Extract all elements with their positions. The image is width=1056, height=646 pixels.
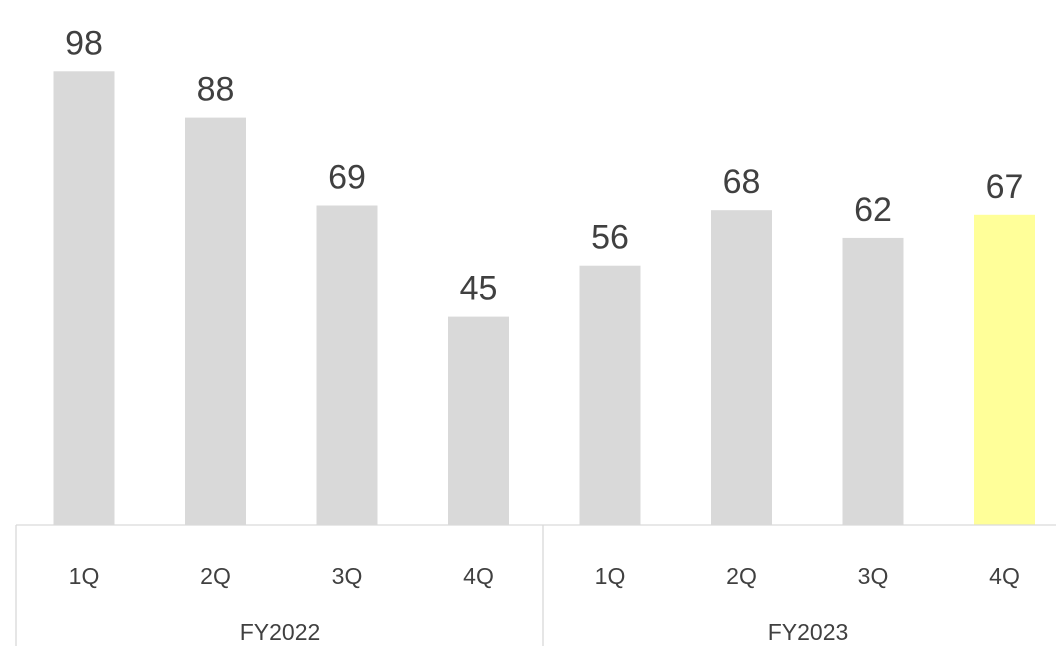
value-label-5: 68 [723, 163, 761, 201]
value-label-3: 45 [460, 270, 498, 308]
bar-5 [711, 210, 772, 525]
bars-layer [53, 71, 1035, 526]
category-label-6: 3Q [858, 563, 889, 589]
category-label-2: 3Q [332, 563, 363, 589]
value-label-1: 88 [197, 71, 235, 109]
category-label-3: 4Q [463, 563, 494, 589]
bar-1 [185, 117, 246, 525]
bar-6 [842, 237, 904, 525]
bar-0 [53, 71, 115, 526]
bar-4 [579, 265, 641, 525]
category-axis [15, 524, 1056, 646]
category-label-0: 1Q [69, 563, 100, 589]
value-label-6: 62 [854, 191, 892, 229]
group-label-fy2023: FY2023 [768, 619, 849, 645]
category-label-5: 2Q [726, 563, 757, 589]
category-label-1: 2Q [200, 563, 231, 589]
value-label-0: 98 [65, 24, 103, 62]
bar-7 [974, 214, 1035, 526]
value-labels-layer: 98 88 69 45 56 68 62 67 [65, 24, 1023, 307]
value-label-2: 69 [328, 159, 366, 197]
category-labels: 1Q 2Q 3Q 4Q 1Q 2Q 3Q 4Q [69, 563, 1020, 589]
category-label-4: 1Q [595, 563, 626, 589]
category-label-7: 4Q [989, 563, 1020, 589]
group-labels: FY2022 FY2023 [240, 619, 849, 645]
bar-2 [316, 205, 378, 525]
value-label-4: 56 [591, 219, 629, 257]
value-label-7: 67 [986, 168, 1024, 206]
group-label-fy2022: FY2022 [240, 619, 321, 645]
bar-3 [448, 316, 509, 525]
